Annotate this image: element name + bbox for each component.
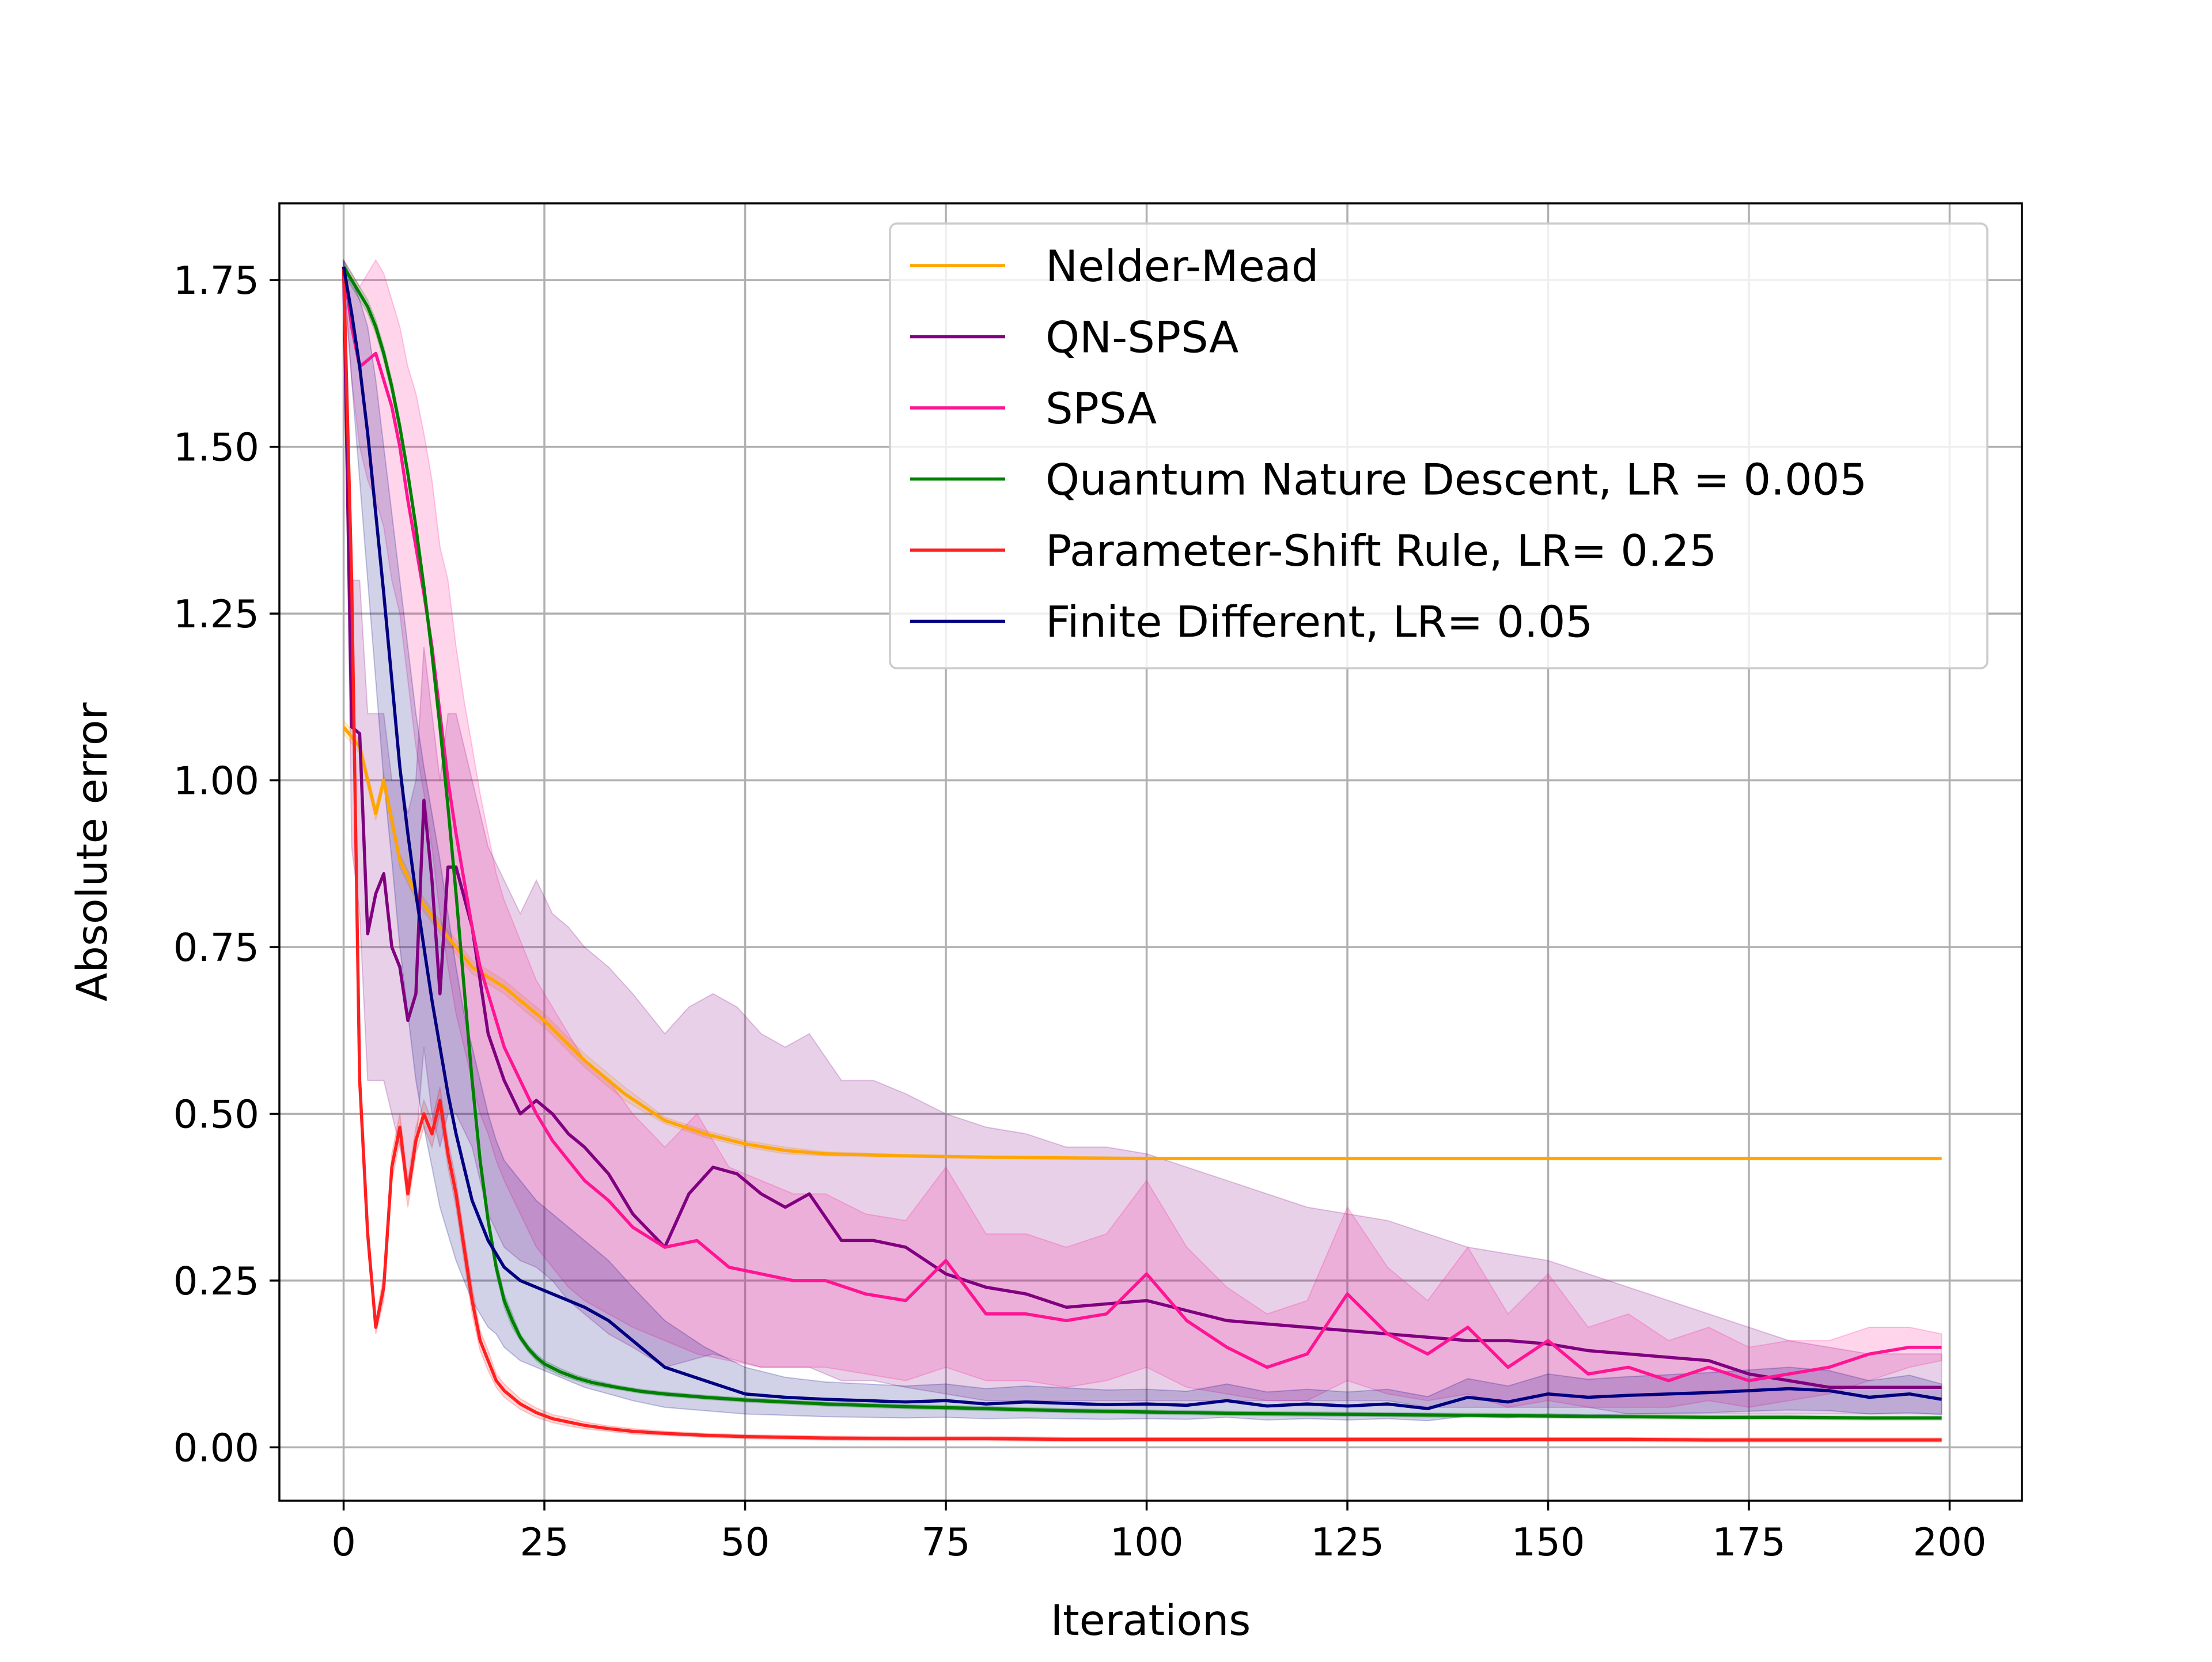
y-tick-label: 1.25 — [173, 592, 259, 637]
y-axis-title: Absolute error — [68, 702, 117, 1002]
y-tick-label: 1.50 — [173, 425, 259, 470]
series-band — [343, 260, 1942, 1422]
x-tick-label: 200 — [1913, 1520, 1987, 1565]
x-tick-label: 150 — [1512, 1520, 1585, 1565]
series-band — [343, 260, 1942, 1415]
legend-label: QN-SPSA — [1046, 312, 1238, 363]
y-tick-label: 0.75 — [173, 925, 259, 970]
axes-frame — [278, 202, 2023, 1502]
legend-label: Parameter-Shift Rule, LR= 0.25 — [1046, 525, 1717, 576]
legend-label: Finite Different, LR= 0.05 — [1046, 597, 1593, 648]
legend-label: Nelder-Mead — [1046, 241, 1319, 291]
x-tick-label: 175 — [1712, 1520, 1786, 1565]
legend-label: Quantum Nature Descent, LR = 0.005 — [1046, 455, 1867, 505]
series-line — [342, 266, 1942, 1420]
x-tick-label: 100 — [1110, 1520, 1184, 1565]
x-axis-title: Iterations — [1051, 1596, 1251, 1645]
axis-ticks: 0 25 50 75 100 125 150 175 200 0.00 0.25 0.50 0.75 1.… — [173, 258, 1987, 1565]
series-band — [343, 258, 1942, 1408]
y-tick-label: 1.00 — [173, 759, 259, 804]
y-tick-label: 0.50 — [173, 1092, 259, 1137]
x-tick-label: 0 — [331, 1520, 356, 1565]
series-line — [342, 266, 1942, 1442]
x-tick-label: 50 — [721, 1520, 770, 1565]
legend-box — [889, 222, 1988, 669]
series-line — [342, 266, 1942, 1389]
x-tick-label: 25 — [520, 1520, 569, 1565]
x-tick-label: 125 — [1310, 1520, 1384, 1565]
y-tick-label: 0.00 — [173, 1425, 259, 1470]
confidence-bands — [343, 258, 1942, 1443]
y-tick-label: 0.25 — [173, 1259, 259, 1304]
x-tick-label: 75 — [921, 1520, 970, 1565]
series-band — [343, 260, 1942, 1443]
series-lines — [342, 266, 1942, 1442]
series-line — [342, 266, 1942, 1410]
legend: Nelder-Mead QN-SPSA SPSA Quantum Nature Des… — [889, 222, 1988, 669]
y-tick-label: 1.75 — [173, 258, 259, 303]
legend-label: SPSA — [1046, 383, 1157, 434]
